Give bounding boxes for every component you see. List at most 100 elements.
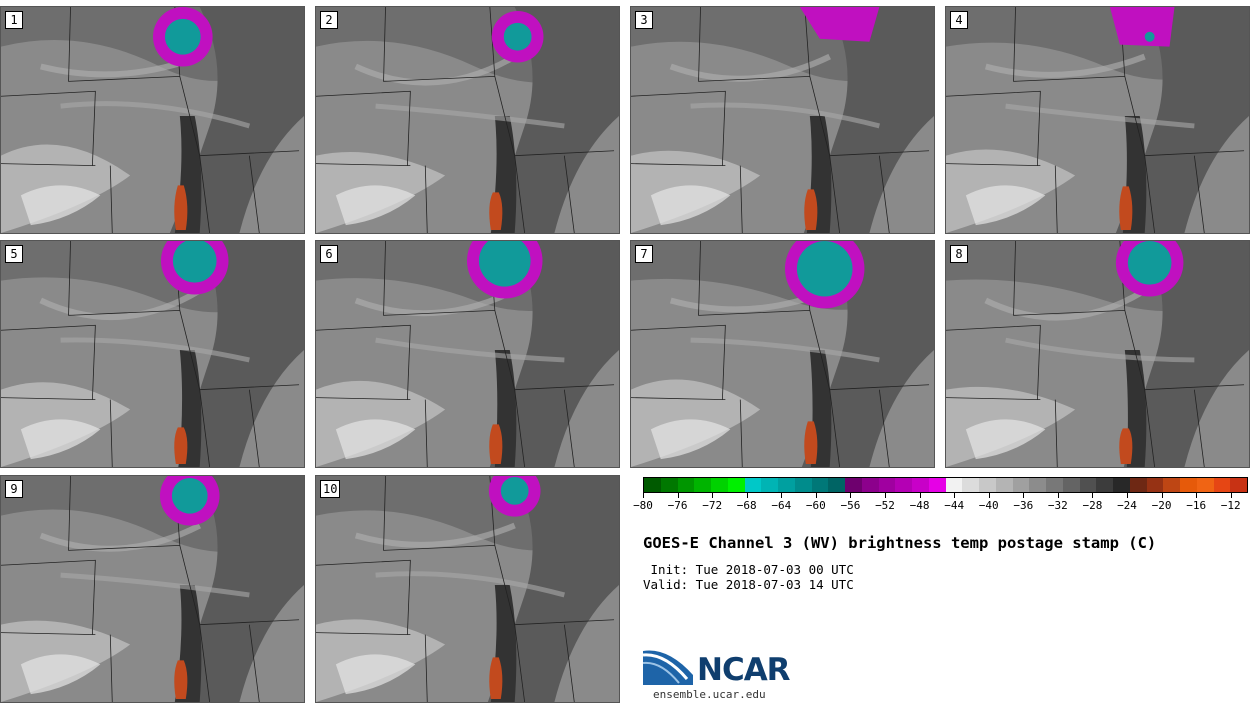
ncar-logo-icon — [643, 650, 693, 685]
colorbar-tick — [1230, 493, 1232, 498]
colorbar-tick-label: −52 — [875, 499, 895, 512]
member-number-label: 9 — [5, 480, 23, 498]
wv-map-image — [316, 7, 619, 233]
colorbar-tick-label: −24 — [1117, 499, 1137, 512]
colorbar-tick — [988, 493, 990, 498]
colorbar-ticks: −80 −76 −72 −68 −64 −60 −56 −52 −48 −44 −40 −36 −32 −… — [633, 493, 1248, 515]
colorbar — [643, 477, 1248, 493]
colorbar-tick — [1092, 493, 1094, 498]
wv-map-image — [316, 476, 619, 702]
colorbar-tick — [954, 493, 956, 498]
colorbar-cell — [1012, 478, 1030, 492]
colorbar-tick-label: −36 — [1013, 499, 1034, 512]
member-panel-1: 1 — [0, 6, 305, 234]
colorbar-cell — [979, 478, 996, 492]
colorbar-tick-label: −80 — [633, 499, 653, 512]
colorbar-tick — [1023, 493, 1025, 498]
colorbar-cell — [1163, 478, 1180, 492]
colorbar-cell — [878, 478, 896, 492]
member-number-label: 8 — [950, 245, 968, 263]
colorbar-cell — [778, 478, 795, 492]
colorbar-cell — [1129, 478, 1147, 492]
colorbar-cell — [912, 478, 929, 492]
colorbar-cell — [794, 478, 812, 492]
colorbar-cell — [1096, 478, 1113, 492]
init-time: Init: Tue 2018-07-03 00 UTC — [643, 562, 854, 577]
member-panel-2: 2 — [315, 6, 620, 234]
colorbar-cell — [727, 478, 745, 492]
member-number-label: 2 — [320, 11, 338, 29]
colorbar-cell — [928, 478, 946, 492]
colorbar-cell — [995, 478, 1013, 492]
logo-url: ensemble.ucar.edu — [653, 688, 766, 701]
colorbar-tick-label: −68 — [736, 499, 757, 512]
colorbar-cell — [644, 478, 661, 492]
colorbar-cell — [677, 478, 695, 492]
member-number-label: 6 — [320, 245, 338, 263]
wv-map-image — [946, 241, 1249, 467]
colorbar-tick-label: −44 — [944, 499, 965, 512]
colorbar-cell — [1146, 478, 1164, 492]
colorbar-cell — [828, 478, 845, 492]
wv-map-image — [1, 241, 304, 467]
colorbar-tick — [1057, 493, 1059, 498]
colorbar-tick — [919, 493, 921, 498]
colorbar-cell — [861, 478, 879, 492]
member-number-label: 4 — [950, 11, 968, 29]
colorbar-tick-label: −28 — [1082, 499, 1103, 512]
member-number-label: 3 — [635, 11, 653, 29]
member-number-label: 5 — [5, 245, 23, 263]
wv-map-image — [631, 7, 934, 233]
colorbar-tick-label: −56 — [840, 499, 861, 512]
colorbar-cell — [761, 478, 778, 492]
member-panel-8: 8 — [945, 240, 1250, 468]
wv-map-image — [316, 241, 619, 467]
wv-map-image — [631, 241, 934, 467]
colorbar-tick — [712, 493, 714, 498]
colorbar-tick-label: −76 — [667, 499, 688, 512]
colorbar-tick — [746, 493, 748, 498]
colorbar-cell — [1113, 478, 1130, 492]
colorbar-cell — [1180, 478, 1197, 492]
wv-map-image — [1, 7, 304, 233]
colorbar-tick-label: −32 — [1047, 499, 1068, 512]
colorbar-tick-label: −64 — [771, 499, 792, 512]
colorbar-cell — [1046, 478, 1063, 492]
member-panel-5: 5 — [0, 240, 305, 468]
member-panel-9: 9 — [0, 475, 305, 703]
colorbar-cell — [660, 478, 678, 492]
colorbar-cell — [1196, 478, 1214, 492]
colorbar-tick — [815, 493, 817, 498]
colorbar-tick — [1161, 493, 1163, 498]
colorbar-tick — [850, 493, 852, 498]
member-panel-10: 10 — [315, 475, 620, 703]
wv-map-image — [1, 476, 304, 702]
colorbar-tick — [677, 493, 679, 498]
member-number-label: 10 — [320, 480, 341, 498]
colorbar-cell — [711, 478, 728, 492]
member-number-label: 7 — [635, 245, 653, 263]
ncar-logo-text: NCAR — [697, 652, 791, 688]
colorbar-cell — [694, 478, 711, 492]
colorbar-cell — [845, 478, 862, 492]
colorbar-cell — [1213, 478, 1231, 492]
colorbar-tick-label: −12 — [1220, 499, 1241, 512]
colorbar-cell — [811, 478, 829, 492]
colorbar-tick-label: −20 — [1151, 499, 1172, 512]
member-panel-4: 4 — [945, 6, 1250, 234]
colorbar-cell — [1079, 478, 1097, 492]
member-panel-6: 6 — [315, 240, 620, 468]
colorbar-tick-label: −16 — [1186, 499, 1207, 512]
colorbar-tick — [781, 493, 783, 498]
colorbar-tick-label: −72 — [702, 499, 723, 512]
colorbar-tick — [1196, 493, 1198, 498]
member-number-label: 1 — [5, 11, 23, 29]
colorbar-tick-label: −48 — [909, 499, 930, 512]
colorbar-cell — [744, 478, 762, 492]
colorbar-tick-label: −60 — [805, 499, 826, 512]
colorbar-tick — [643, 493, 644, 498]
colorbar-tick — [1127, 493, 1128, 498]
colorbar-cell — [1230, 478, 1247, 492]
member-panel-7: 7 — [630, 240, 935, 468]
member-panel-3: 3 — [630, 6, 935, 234]
